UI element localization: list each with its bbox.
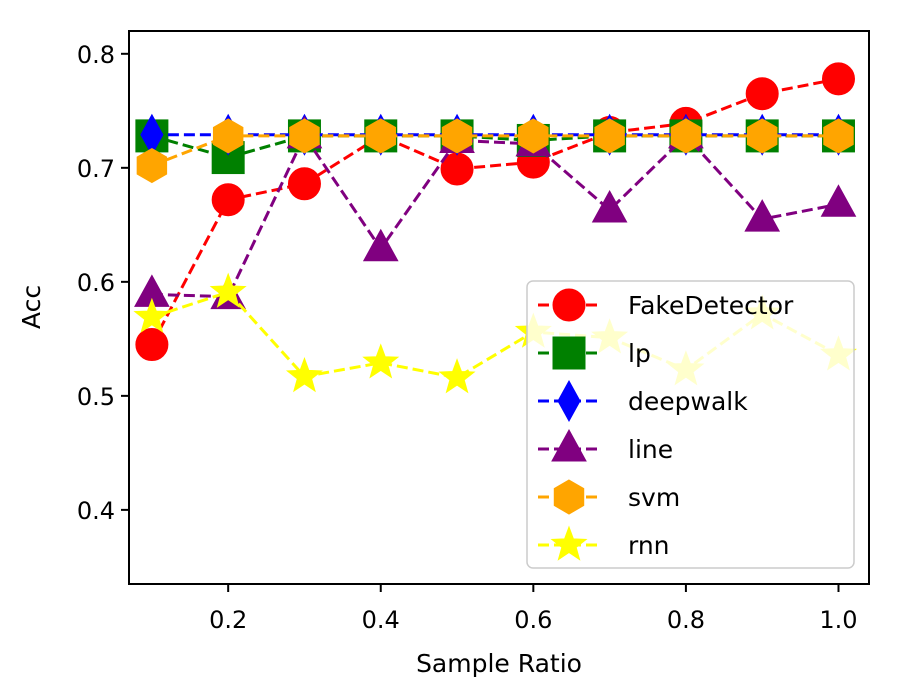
legend-entry: FakeDetector xyxy=(538,288,794,322)
data-point xyxy=(365,118,396,154)
x-tick-label: 0.6 xyxy=(514,606,552,634)
series-line xyxy=(151,134,839,167)
legend-label: line xyxy=(628,435,673,464)
plot-frame xyxy=(128,30,870,585)
data-point xyxy=(133,297,171,333)
y-tick-label: 0.4 xyxy=(77,497,115,525)
x-tick-label: 1.0 xyxy=(819,606,857,634)
data-point xyxy=(821,62,855,96)
x-tick-label: 0.4 xyxy=(362,606,400,634)
legend-marker xyxy=(552,336,586,370)
data-point xyxy=(289,118,320,154)
legend-marker xyxy=(552,288,586,322)
legend: FakeDetector lp deepwalk line svm rnn xyxy=(526,280,855,569)
legend-marker xyxy=(553,479,585,515)
series-line xyxy=(151,132,839,299)
legend-entry: rnn xyxy=(538,525,670,561)
y-tick-label: 0.6 xyxy=(77,269,115,297)
series-svm xyxy=(136,118,854,184)
x-tick-label: 0.8 xyxy=(667,606,705,634)
legend-label: deepwalk xyxy=(628,387,748,416)
y-axis: 0.4 0.5 0.6 0.7 0.8 xyxy=(77,41,129,525)
plot-series xyxy=(133,62,857,394)
data-point xyxy=(518,118,549,154)
legend-entry: svm xyxy=(538,479,680,515)
y-axis-label: Acc xyxy=(17,285,46,329)
data-point xyxy=(136,147,168,184)
data-point xyxy=(287,167,321,201)
legend-marker xyxy=(557,379,581,423)
data-point xyxy=(594,118,625,154)
legend-entry: deepwalk xyxy=(538,379,748,423)
legend-label: lp xyxy=(628,339,651,368)
data-point xyxy=(211,183,245,217)
data-point xyxy=(745,77,779,111)
legend-label: FakeDetector xyxy=(628,291,794,320)
data-point xyxy=(823,118,854,154)
data-point xyxy=(441,118,473,154)
series-line xyxy=(150,77,839,346)
data-point xyxy=(670,118,702,154)
x-tick-label: 0.2 xyxy=(209,606,247,634)
data-point xyxy=(285,357,323,393)
data-point xyxy=(362,343,400,379)
data-point xyxy=(591,189,628,223)
y-tick-label: 0.7 xyxy=(77,155,115,183)
legend-marker xyxy=(551,428,587,462)
legend-entry: lp xyxy=(538,336,651,370)
x-axis: 0.2 0.4 0.6 0.8 1.0 xyxy=(209,584,858,634)
data-point xyxy=(746,118,778,154)
data-point xyxy=(209,272,247,308)
data-point xyxy=(362,228,399,262)
legend-label: svm xyxy=(628,483,680,512)
y-tick-label: 0.8 xyxy=(77,41,115,69)
legend-marker xyxy=(550,525,588,561)
legend-label: rnn xyxy=(628,531,670,560)
legend-entry: line xyxy=(538,428,673,464)
data-point xyxy=(135,328,169,362)
data-point xyxy=(820,184,857,217)
legend-box xyxy=(526,280,855,569)
x-axis-label: Sample Ratio xyxy=(416,649,582,678)
y-tick-label: 0.5 xyxy=(77,383,115,411)
data-point xyxy=(438,358,476,394)
data-point xyxy=(212,118,244,154)
data-point xyxy=(744,199,781,232)
